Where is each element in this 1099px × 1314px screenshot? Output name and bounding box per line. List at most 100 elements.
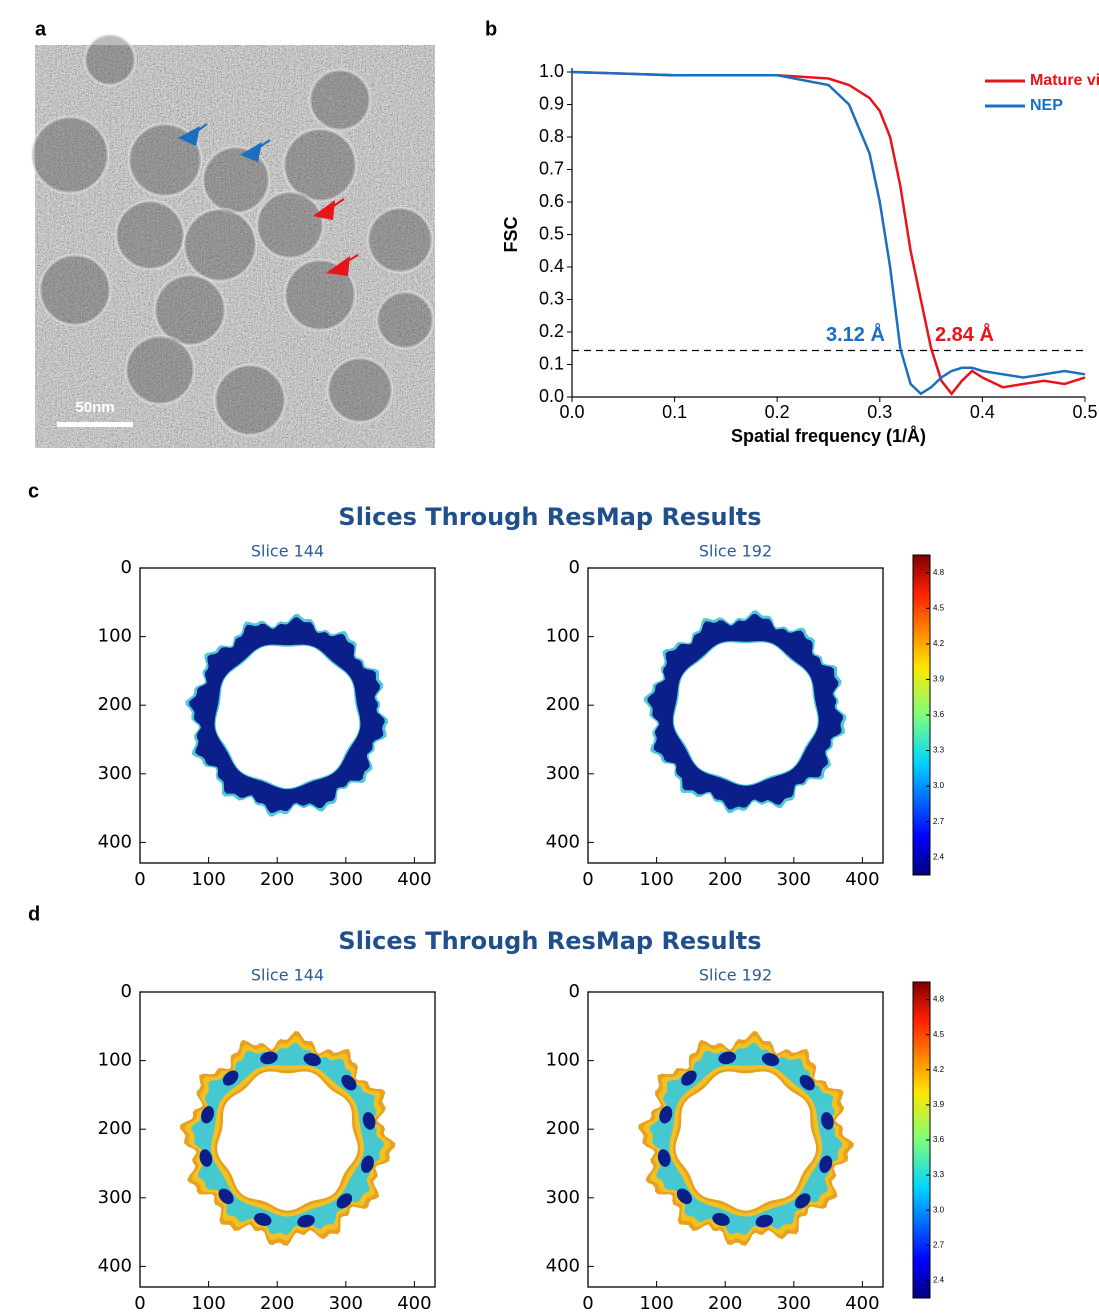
ring-outer	[184, 1036, 391, 1241]
x-tick-label: 400	[397, 869, 431, 890]
colorbar-tick-label: 3.3	[933, 1170, 945, 1179]
y-tick-label: 400	[546, 1255, 580, 1276]
x-tick-label: 0	[582, 1293, 593, 1309]
fsc-line	[571, 70, 1086, 396]
micrograph	[30, 33, 435, 448]
x-tick-label: 300	[777, 1293, 811, 1309]
x-tick-label: 0	[134, 1293, 145, 1309]
colorbar-tick-label: 3.0	[933, 781, 945, 790]
section-title: Slices Through ResMap Results	[338, 927, 761, 955]
y-tick-label: 400	[546, 831, 580, 852]
ring-blob	[360, 1155, 374, 1173]
colorbar-tick-label: 2.4	[933, 1276, 945, 1285]
y-tick-label: 1.0	[539, 61, 564, 81]
slice-title: Slice 192	[699, 542, 772, 561]
x-tick-label: 400	[845, 1293, 879, 1309]
y-tick-label: 200	[546, 1118, 580, 1139]
x-tick-label: 100	[191, 1293, 225, 1309]
x-tick-label: 200	[260, 869, 294, 890]
y-tick-label: 0.2	[539, 321, 564, 341]
x-tick-label: 100	[639, 1293, 673, 1309]
x-axis-label: Spatial frequency (1/Å)	[731, 426, 926, 446]
panel-label: c	[28, 480, 39, 502]
y-tick-label: 100	[546, 626, 580, 647]
x-tick-label: 0.1	[662, 402, 687, 422]
y-tick-label: 200	[98, 694, 132, 715]
ring-blob	[657, 1149, 671, 1167]
y-tick-label: 200	[98, 1118, 132, 1139]
ring-blob	[297, 1214, 315, 1228]
ring-blob	[676, 1188, 692, 1205]
ring-blob	[222, 1070, 239, 1086]
x-tick-label: 0.3	[867, 402, 892, 422]
ring-blob	[341, 1074, 357, 1091]
y-tick-label: 0.0	[539, 386, 564, 406]
ring-blob	[201, 1106, 215, 1124]
colorbar-tick-label: 4.5	[933, 603, 945, 612]
colorbar-tick-label: 4.8	[933, 995, 945, 1004]
colorbar-tick-label: 3.6	[933, 1135, 945, 1144]
y-axis-label: FSC	[501, 216, 521, 252]
colorbar-tick-label: 3.0	[933, 1205, 945, 1214]
plot-frame	[587, 567, 884, 864]
y-tick-label: 0.7	[539, 158, 564, 178]
colorbar-tick-label: 4.8	[933, 568, 945, 577]
x-tick-label: 400	[397, 1293, 431, 1309]
y-tick-label: 0.4	[539, 256, 564, 276]
y-tick-label: 0.6	[539, 191, 564, 211]
x-tick-label: 200	[708, 869, 742, 890]
colorbar-tick-label: 3.3	[933, 746, 945, 755]
ring-blob	[794, 1193, 811, 1209]
plot-frame	[587, 991, 884, 1288]
plot-frame	[139, 991, 436, 1288]
colorbar-tick-label: 2.7	[933, 1240, 945, 1249]
colorbar-tick-label: 3.6	[933, 710, 945, 719]
panel-label: d	[28, 903, 40, 925]
x-tick-label: 0	[582, 869, 593, 890]
y-tick-label: 100	[98, 1050, 132, 1071]
colorbar-tick-label: 3.9	[933, 675, 945, 684]
x-tick-label: 200	[260, 1293, 294, 1309]
y-tick-label: 400	[98, 831, 132, 852]
y-tick-label: 0	[569, 557, 580, 578]
ring-blob	[362, 1112, 376, 1130]
ring-blob	[254, 1212, 272, 1226]
y-tick-label: 0.5	[539, 223, 564, 243]
slice-title: Slice 144	[251, 966, 324, 985]
colorbar-tick-label: 3.9	[933, 1100, 945, 1109]
y-tick-label: 300	[98, 1187, 132, 1208]
ring-blob	[681, 1070, 697, 1086]
y-tick-label: 0	[569, 981, 580, 1002]
y-tick-label: 300	[546, 763, 580, 784]
slice-title: Slice 144	[251, 542, 324, 561]
colorbar-tick-label: 4.5	[933, 1030, 945, 1039]
y-tick-label: 300	[546, 1187, 580, 1208]
ring-blob	[303, 1053, 321, 1067]
ring-outer	[643, 1036, 849, 1241]
x-tick-label: 0.2	[765, 402, 790, 422]
y-tick-label: 0	[121, 557, 132, 578]
slice-title: Slice 192	[699, 966, 772, 985]
ring-blob	[799, 1074, 815, 1091]
colorbar-tick-label: 2.7	[933, 817, 945, 826]
colorbar-tick-label: 4.2	[933, 1065, 945, 1074]
y-tick-label: 100	[98, 626, 132, 647]
legend-label: NEP	[1030, 97, 1063, 114]
ring-blob	[260, 1051, 278, 1065]
x-tick-label: 0.0	[559, 402, 584, 422]
annotation: 3.12 Å	[826, 322, 885, 346]
ring-blob	[218, 1188, 234, 1205]
scale-bar-label: 50nm	[75, 399, 114, 416]
y-tick-label: 200	[546, 694, 580, 715]
panel-label: b	[485, 18, 497, 40]
x-tick-label: 0.4	[970, 402, 995, 422]
ring-blob	[336, 1193, 353, 1209]
ring-blob	[755, 1214, 774, 1228]
ring-blob	[718, 1051, 737, 1065]
annotation: 2.84 Å	[935, 322, 994, 346]
y-tick-label: 300	[98, 763, 132, 784]
x-tick-label: 100	[191, 869, 225, 890]
colorbar-tick-label: 4.2	[933, 639, 945, 648]
y-tick-label: 100	[546, 1050, 580, 1071]
